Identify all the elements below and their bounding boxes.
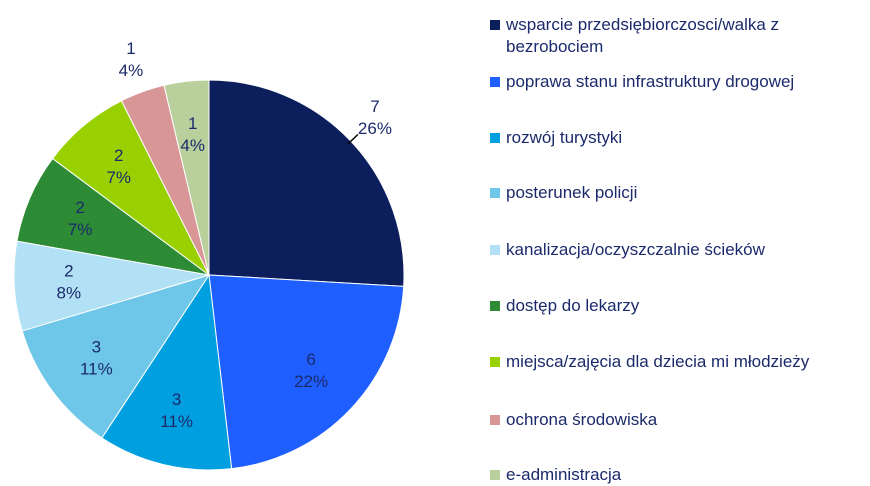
data-label-count: 2: [64, 262, 73, 281]
legend-label: kanalizacja/oczyszczalnie ścieków: [506, 240, 765, 259]
data-label-percent: 8%: [57, 284, 82, 303]
data-label-count: 7: [370, 97, 379, 116]
legend-swatch: [490, 301, 500, 311]
legend-item: dostęp do lekarzy: [490, 295, 860, 317]
pie-slice: [208, 274, 405, 470]
pie-slice: [163, 79, 210, 276]
legend-swatch: [490, 77, 500, 87]
legend-label: miejsca/zajęcia dla dziecia mi młodzieży: [506, 352, 810, 371]
data-label-count: 2: [114, 146, 123, 165]
legend-swatch: [490, 20, 500, 30]
legend-swatch: [490, 133, 500, 143]
legend-item: e-administracja: [490, 464, 860, 486]
data-label-count: 3: [92, 337, 101, 356]
legend-swatch: [490, 415, 500, 425]
data-label-percent: 4%: [119, 61, 144, 80]
legend-swatch: [490, 470, 500, 480]
data-label-percent: 7%: [106, 168, 131, 187]
legend-label: dostęp do lekarzy: [506, 296, 640, 315]
data-label-count: 2: [75, 198, 84, 217]
data-label-percent: 4%: [180, 136, 205, 155]
data-label-percent: 26%: [358, 119, 392, 138]
data-label-percent: 11%: [80, 359, 113, 378]
legend-label: wsparcie przedsiębiorczosci/walka z bezr…: [506, 15, 780, 56]
data-label-count: 6: [306, 350, 315, 369]
pie-slice: [21, 274, 211, 439]
data-label-count: 3: [172, 390, 181, 409]
legend-item: miejsca/zajęcia dla dziecia mi młodzieży: [490, 351, 860, 373]
legend-item: ochrona środowiska: [490, 409, 860, 431]
data-label-percent: 7%: [68, 220, 93, 239]
legend-swatch: [490, 245, 500, 255]
legend-label: rozwój turystyki: [506, 128, 623, 147]
data-label-percent: 22%: [294, 372, 328, 391]
legend-label: posterunek policji: [506, 183, 638, 202]
leader-line: [347, 133, 359, 145]
data-label-count: 1: [126, 39, 135, 58]
legend-swatch: [490, 188, 500, 198]
legend-item: poprawa stanu infrastruktury drogowej: [490, 71, 860, 93]
pie-slice: [101, 273, 233, 471]
legend-label: e-administracja: [506, 465, 622, 484]
legend-swatch: [490, 357, 500, 367]
data-label-count: 1: [188, 114, 197, 133]
legend-item: wsparcie przedsiębiorczosci/walka z bezr…: [490, 14, 860, 58]
pie-area: 7 26% 6 22% 3 11% 3 11% 2 8% 2 7% 2 7% 1 4% 1 4%: [13, 39, 405, 471]
legend-item: kanalizacja/oczyszczalnie ścieków: [490, 239, 860, 261]
legend-label: poprawa stanu infrastruktury drogowej: [506, 72, 795, 91]
legend-item: rozwój turystyki: [490, 127, 860, 149]
legend-item: posterunek policji: [490, 182, 860, 204]
legend-label: ochrona środowiska: [506, 410, 658, 429]
data-label-percent: 11%: [160, 412, 193, 431]
